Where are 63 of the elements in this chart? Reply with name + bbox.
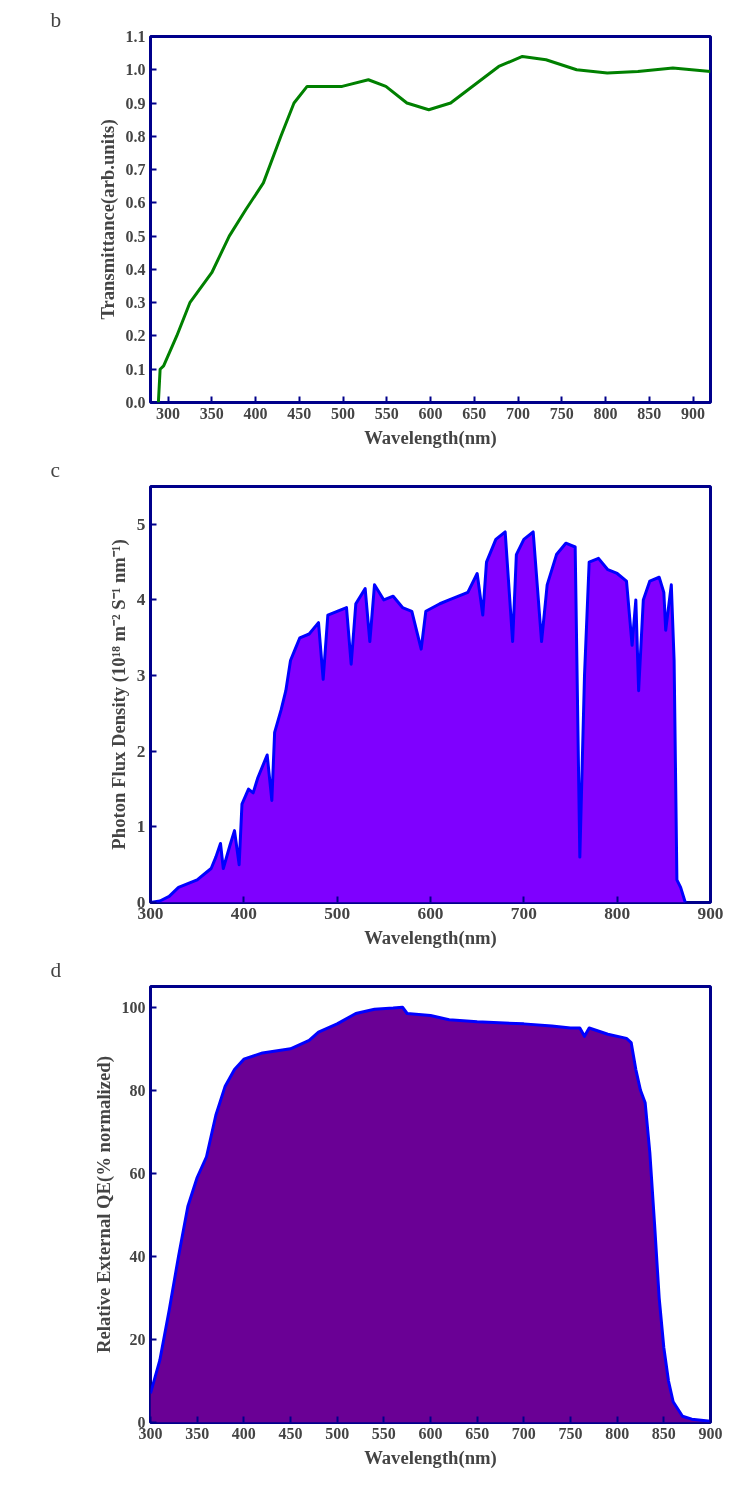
y-tick-label: 1.1 bbox=[125, 28, 146, 45]
y-axis-title: Photon Flux Density (10¹⁸ m⁻² S⁻¹ nm⁻¹) bbox=[107, 539, 130, 850]
x-tick-label: 400 bbox=[230, 903, 257, 923]
x-tick-label: 850 bbox=[651, 1424, 676, 1442]
y-tick-label: 1 bbox=[136, 817, 146, 837]
x-tick-label: 650 bbox=[465, 1424, 490, 1442]
x-tick-label: 700 bbox=[506, 404, 530, 422]
y-tick-label: 0.6 bbox=[125, 194, 146, 212]
x-tick-label: 750 bbox=[558, 1424, 583, 1442]
y-tick-label: 3 bbox=[136, 666, 146, 686]
x-tick-label: 650 bbox=[462, 404, 487, 422]
y-tick-label: 60 bbox=[129, 1164, 146, 1182]
chart-title: c bbox=[50, 457, 60, 482]
y-tick-label: 0.9 bbox=[125, 94, 146, 112]
y-tick-label: 0.2 bbox=[125, 327, 146, 345]
y-tick-label: 0.7 bbox=[125, 161, 146, 179]
x-axis-title: Wavelength(nm) bbox=[364, 926, 497, 949]
y-tick-label: 0.3 bbox=[125, 294, 146, 312]
x-tick-label: 700 bbox=[510, 903, 537, 923]
x-tick-label: 800 bbox=[604, 903, 631, 923]
chart-title: d bbox=[50, 957, 62, 982]
y-tick-label: 0.1 bbox=[125, 360, 146, 378]
x-tick-label: 450 bbox=[287, 404, 312, 422]
x-tick-label: 550 bbox=[371, 1424, 396, 1442]
x-tick-label: 600 bbox=[418, 404, 443, 422]
y-tick-label: 0.8 bbox=[125, 127, 146, 145]
x-tick-label: 800 bbox=[605, 1424, 630, 1442]
y-tick-label: 100 bbox=[121, 998, 146, 1016]
y-tick-label: 5 bbox=[136, 514, 146, 534]
x-tick-label: 350 bbox=[199, 404, 224, 422]
x-tick-label: 850 bbox=[637, 404, 662, 422]
x-tick-label: 400 bbox=[243, 404, 268, 422]
line-series bbox=[156, 54, 711, 403]
y-tick-label: 0.0 bbox=[125, 394, 146, 411]
x-tick-label: 400 bbox=[231, 1424, 256, 1442]
x-tick-label: 700 bbox=[511, 1424, 536, 1442]
y-tick-label: 40 bbox=[129, 1247, 146, 1265]
x-tick-label: 350 bbox=[185, 1424, 210, 1442]
y-axis-title: Relative External QE(% normalized) bbox=[92, 1056, 115, 1353]
y-tick-label: 0.4 bbox=[125, 260, 146, 278]
y-tick-label: 2 bbox=[136, 741, 146, 761]
x-tick-label: 500 bbox=[325, 1424, 350, 1442]
x-tick-label: 550 bbox=[374, 404, 399, 422]
x-axis-title: Wavelength(nm) bbox=[364, 1446, 497, 1469]
y-axis-title: Transmittance(arb.units) bbox=[96, 119, 119, 320]
x-tick-label: 600 bbox=[417, 903, 444, 923]
x-tick-label: 600 bbox=[418, 1424, 443, 1442]
x-tick-label: 750 bbox=[549, 404, 574, 422]
x-tick-label: 900 bbox=[697, 903, 724, 923]
x-tick-label: 450 bbox=[278, 1424, 303, 1442]
y-tick-label: 20 bbox=[129, 1330, 146, 1348]
chart-title: b bbox=[50, 7, 62, 32]
x-tick-label: 300 bbox=[156, 404, 180, 422]
x-tick-label: 900 bbox=[681, 404, 705, 422]
y-tick-label: 80 bbox=[129, 1081, 146, 1099]
x-axis-title: Wavelength(nm) bbox=[364, 426, 497, 449]
x-tick-label: 500 bbox=[331, 404, 355, 422]
y-tick-label: 0.5 bbox=[125, 227, 146, 245]
y-tick-label: 1.0 bbox=[125, 61, 146, 79]
x-tick-label: 900 bbox=[698, 1424, 723, 1442]
y-tick-label: 4 bbox=[136, 590, 146, 610]
x-tick-label: 800 bbox=[593, 404, 618, 422]
x-tick-label: 500 bbox=[324, 903, 351, 923]
